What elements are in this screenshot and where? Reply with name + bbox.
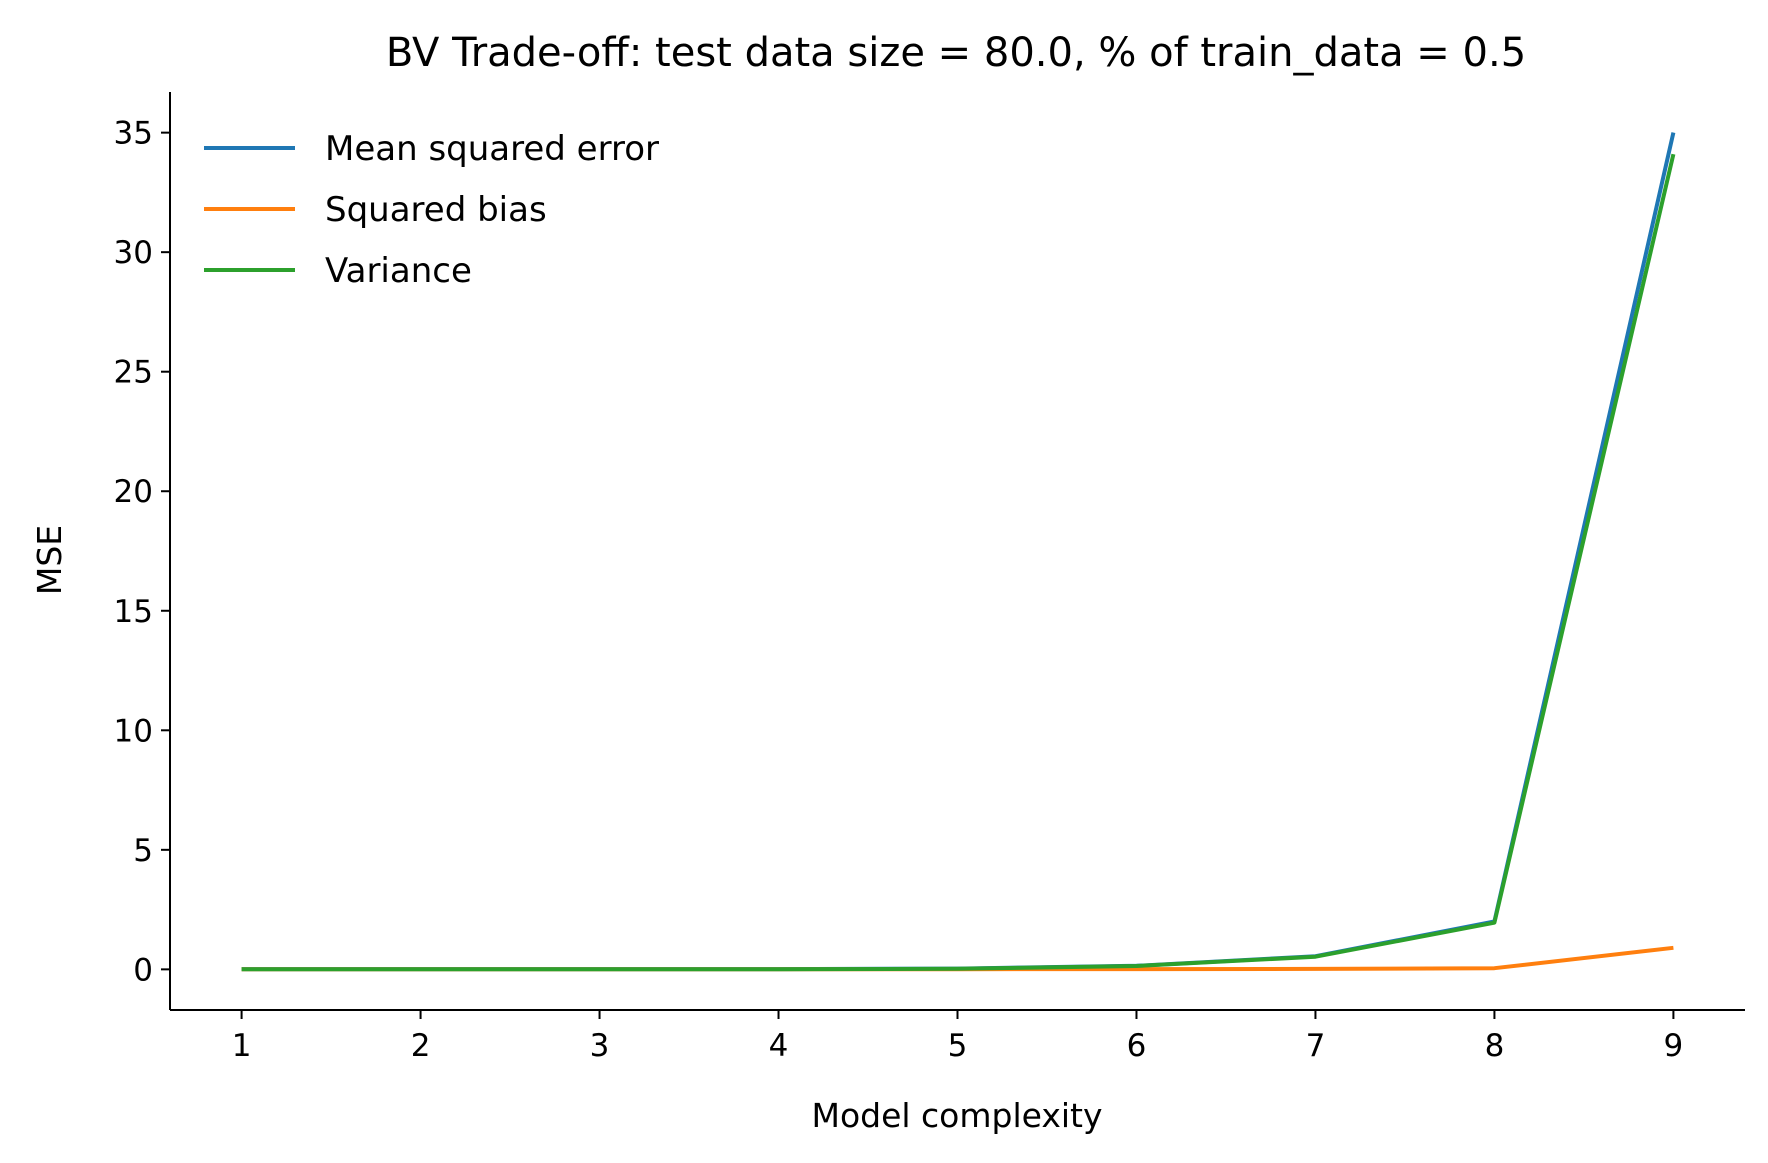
legend: Mean squared error Squared bias Variance xyxy=(204,129,659,291)
x-tick-label: 6 xyxy=(1127,1028,1147,1064)
y-tick-label: 30 xyxy=(114,235,153,271)
x-tick-label: 8 xyxy=(1485,1028,1505,1064)
series-line-1 xyxy=(241,945,1674,972)
legend-label: Mean squared error xyxy=(325,129,659,169)
x-tick-label: 7 xyxy=(1306,1028,1326,1064)
plot-lines xyxy=(241,132,1676,972)
x-tick-label: 1 xyxy=(232,1028,252,1064)
y-axis-label: MSE xyxy=(30,525,69,595)
x-ticks: 1 2 3 4 5 6 7 8 9 xyxy=(232,1010,1684,1064)
legend-label: Variance xyxy=(325,251,472,291)
x-tick-label: 3 xyxy=(590,1028,610,1064)
chart-title: BV Trade-off: test data size = 80.0, % o… xyxy=(386,30,1526,76)
x-tick-label: 4 xyxy=(769,1028,789,1064)
y-tick-label: 0 xyxy=(133,952,153,988)
y-ticks: 0 5 10 15 20 25 30 35 xyxy=(114,116,170,988)
y-tick-label: 5 xyxy=(133,833,153,869)
y-tick-label: 10 xyxy=(114,713,153,749)
series-line-2 xyxy=(241,153,1676,972)
x-tick-label: 5 xyxy=(948,1028,968,1064)
y-tick-label: 20 xyxy=(114,474,153,510)
legend-label: Squared bias xyxy=(325,190,547,230)
y-tick-label: 15 xyxy=(114,594,153,630)
y-tick-label: 35 xyxy=(114,116,153,152)
x-axis-label: Model complexity xyxy=(811,1096,1102,1135)
x-tick-label: 2 xyxy=(411,1028,431,1064)
x-tick-label: 9 xyxy=(1664,1028,1684,1064)
y-tick-label: 25 xyxy=(114,355,153,391)
